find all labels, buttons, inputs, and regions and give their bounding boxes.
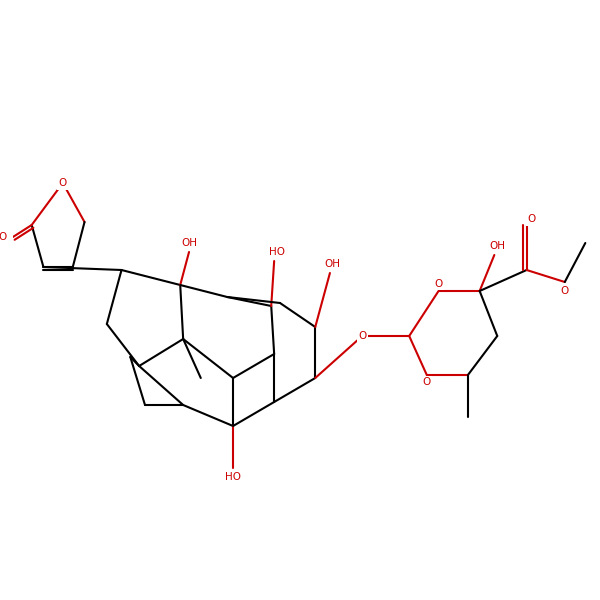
Text: OH: OH	[489, 241, 505, 251]
Text: O: O	[422, 377, 431, 387]
Text: O: O	[434, 279, 443, 289]
Text: OH: OH	[325, 259, 341, 269]
Text: O: O	[358, 331, 367, 341]
Text: O: O	[527, 214, 535, 224]
Text: HO: HO	[269, 247, 285, 257]
Text: HO: HO	[225, 472, 241, 482]
Text: O: O	[0, 232, 7, 242]
Text: O: O	[560, 286, 569, 296]
Text: OH: OH	[181, 238, 197, 248]
Text: O: O	[59, 178, 67, 188]
